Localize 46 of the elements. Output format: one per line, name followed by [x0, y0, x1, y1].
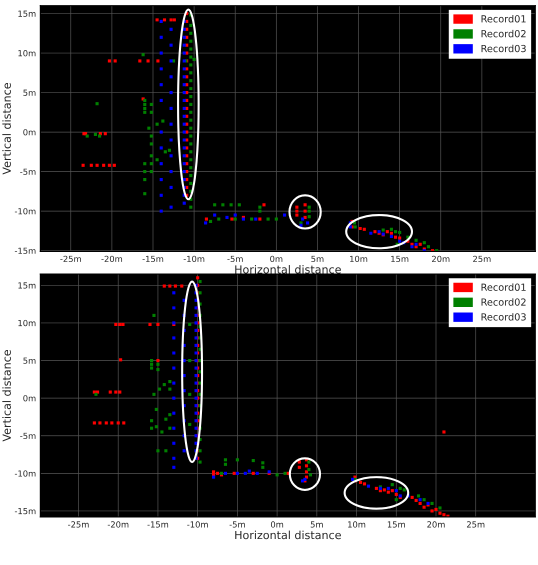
x-tick-label: 25m — [473, 256, 491, 262]
y-tick-label: 5m — [23, 358, 36, 364]
y-tick-label: -15m — [14, 248, 36, 254]
y-tick-label: 15m — [18, 10, 36, 17]
legend-label: Record02 — [482, 298, 526, 306]
x-tick-label: -5m — [230, 521, 245, 528]
x-tick-label: -20m — [101, 256, 122, 262]
x-axis-title: Horizontal distance — [235, 265, 341, 274]
x-tick-label: -15m — [142, 256, 164, 262]
x-tick-label: 10m — [350, 256, 368, 262]
x-tick-label: 5m — [311, 256, 324, 262]
x-tick-label: 10m — [348, 521, 366, 528]
y-tick-label: 0m — [23, 129, 36, 136]
x-tick-label: -15m — [147, 521, 168, 528]
y-tick-label: 10m — [18, 320, 36, 326]
y-tick-label: -15m — [14, 508, 36, 514]
x-tick-label: 15m — [391, 256, 408, 262]
x-tick-label: -5m — [227, 256, 243, 262]
x-tick-label: -10m — [187, 521, 208, 528]
legend-label: Record01 — [482, 283, 526, 291]
x-tick-label: 15m — [388, 521, 405, 528]
y-axis-title: Vertical distance — [2, 350, 11, 442]
y-tick-label: 15m — [18, 282, 36, 289]
x-tick-label: -10m — [184, 256, 204, 262]
x-tick-label: 25m — [466, 521, 484, 528]
y-axis-title: Vertical distance — [2, 83, 11, 175]
y-tick-label: 5m — [23, 90, 36, 96]
legend-label: Record03 — [482, 313, 526, 321]
legend-label: Record02 — [482, 30, 526, 38]
x-tick-label: 5m — [310, 521, 323, 528]
x-tick-label: -20m — [108, 521, 128, 528]
x-tick-label: -25m — [68, 521, 89, 528]
y-tick-label: -10m — [14, 208, 36, 214]
x-tick-label: 20m — [427, 521, 445, 528]
x-tick-label: 0m — [270, 521, 284, 528]
x-tick-label: -25m — [60, 256, 81, 262]
y-tick-label: -5m — [20, 432, 36, 440]
x-tick-label: 20m — [432, 256, 450, 262]
y-tick-label: -10m — [14, 470, 36, 477]
legend-label: Record03 — [482, 44, 526, 52]
legend-label: Record01 — [482, 14, 526, 23]
y-tick-label: 0m — [23, 395, 36, 402]
y-tick-label: 10m — [18, 50, 36, 56]
x-axis-title: Horizontal distance — [235, 530, 341, 540]
x-tick-label: 0m — [270, 256, 282, 262]
y-tick-label: -5m — [20, 168, 36, 175]
